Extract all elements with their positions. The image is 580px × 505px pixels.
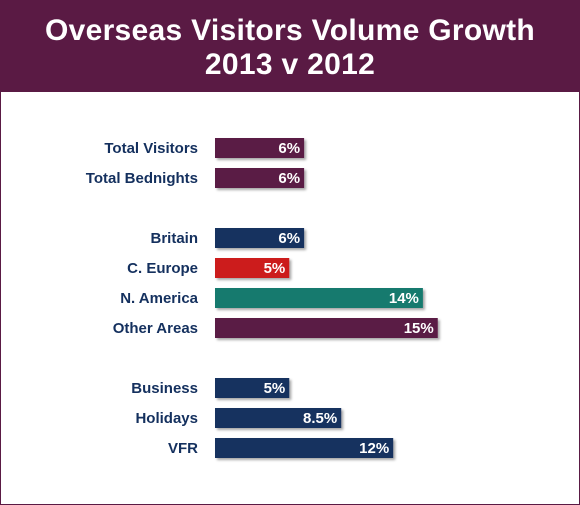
value-label-n-america: 14% — [389, 290, 419, 307]
chart-header: Overseas Visitors Volume Growth 2013 v 2… — [1, 1, 579, 92]
bar-holidays — [215, 408, 342, 428]
value-label-c-europe: 5% — [264, 260, 286, 277]
bar-britain — [215, 228, 305, 248]
value-label-britain: 6% — [278, 230, 300, 247]
bar-total-bednights — [215, 168, 305, 188]
value-label-vfr: 12% — [359, 440, 389, 457]
bar-chart: Total Visitors 6% Total Bednights 6% Britain… — [86, 138, 438, 458]
bar-vfr — [215, 438, 394, 458]
value-label-other-areas: 15% — [404, 320, 434, 337]
chart-title-line-2: 2013 v 2012 — [204, 48, 376, 81]
category-label-business: Business — [131, 380, 198, 397]
bar-c-europe — [215, 258, 290, 278]
value-label-holidays: 8.5% — [303, 410, 337, 427]
category-label-n-america: N. America — [120, 290, 198, 307]
bar-n-america — [215, 288, 423, 308]
bar-business — [215, 378, 290, 398]
value-label-total-visitors: 6% — [278, 140, 300, 157]
category-label-total-visitors: Total Visitors — [104, 140, 198, 157]
value-label-business: 5% — [264, 380, 286, 397]
bar-other-areas — [215, 318, 438, 338]
category-label-britain: Britain — [150, 230, 198, 247]
category-label-other-areas: Other Areas — [113, 320, 198, 337]
category-label-total-bednights: Total Bednights — [86, 170, 198, 187]
bar-total-visitors — [215, 138, 305, 158]
chart-title-line-1: Overseas Visitors Volume Growth — [44, 14, 536, 47]
chart-area: Total Visitors 6% Total Bednights 6% Britain… — [1, 92, 579, 504]
value-label-total-bednights: 6% — [278, 170, 300, 187]
category-label-holidays: Holidays — [135, 410, 198, 427]
category-label-vfr: VFR — [168, 440, 198, 457]
category-label-c-europe: C. Europe — [127, 260, 198, 277]
